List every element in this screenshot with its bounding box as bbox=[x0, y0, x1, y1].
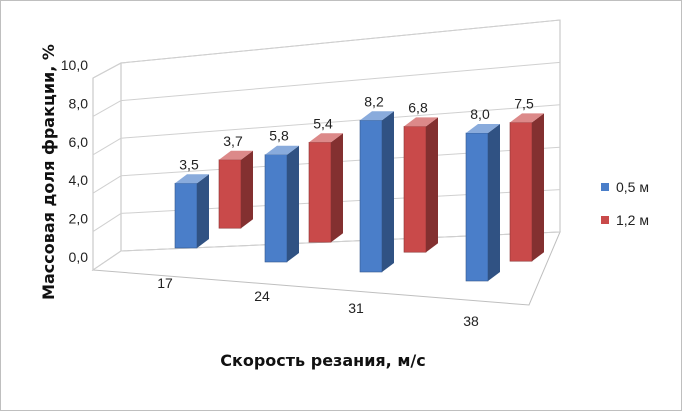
bar-series-1-front bbox=[359, 120, 383, 273]
y-tick-label: 2,0 bbox=[69, 211, 89, 227]
legend-swatch-series-2 bbox=[601, 216, 609, 224]
side-gridline bbox=[92, 250, 122, 271]
legend-label-series-2: 1,2 м bbox=[616, 212, 649, 228]
bar-series-2-top bbox=[404, 117, 438, 127]
bar-series-2-side bbox=[241, 150, 253, 229]
side-gridline bbox=[92, 137, 122, 156]
bar-series-2-top bbox=[510, 113, 544, 123]
y-tick-label: 0,0 bbox=[69, 249, 89, 265]
bar-series-2-side bbox=[426, 117, 438, 253]
gridline bbox=[120, 61, 561, 102]
bar-series-1-side bbox=[488, 124, 500, 281]
side-gridline bbox=[92, 100, 122, 117]
x-axis-label: Скорость резания, м/с bbox=[220, 351, 425, 370]
data-label: 8,0 bbox=[470, 106, 490, 122]
y-tick-label: 6,0 bbox=[69, 134, 89, 150]
gridline bbox=[120, 104, 561, 139]
x-tick-label: 24 bbox=[254, 288, 270, 304]
bar-series-2-top bbox=[219, 150, 253, 160]
bar-series-2-front bbox=[308, 142, 332, 243]
bar-series-2-side bbox=[331, 133, 343, 243]
data-label: 3,7 bbox=[223, 133, 243, 149]
bar-series-1-top bbox=[466, 124, 500, 133]
bar-series-1-top bbox=[360, 111, 394, 121]
bar-series-2-side bbox=[532, 113, 544, 262]
bars: 3,7 5,4 6,8 7,5 3,5 5,8 8,2 8,0 bbox=[174, 93, 544, 282]
x-tick-label: 17 bbox=[157, 275, 173, 291]
bar-series-2-front bbox=[509, 122, 533, 262]
side-wall bbox=[92, 62, 122, 271]
side-gridline bbox=[92, 175, 122, 194]
bar-series-2-top bbox=[309, 133, 343, 143]
y-axis-label: Массовая доля фракции, % bbox=[39, 44, 58, 300]
data-label: 8,2 bbox=[364, 93, 384, 109]
gridline bbox=[120, 19, 561, 64]
bar-series-2-front bbox=[403, 126, 427, 253]
bar-series-1-front bbox=[465, 132, 489, 282]
bar-series-2-front bbox=[218, 159, 242, 229]
bar-series-1-side bbox=[287, 145, 299, 262]
y-tick-label: 8,0 bbox=[69, 95, 89, 111]
y-axis-ticks: 0,0 2,0 4,0 6,0 8,0 10,0 bbox=[61, 57, 88, 265]
side-gridline bbox=[92, 62, 122, 79]
bar-series-1-top bbox=[265, 145, 299, 155]
y-tick-label: 10,0 bbox=[61, 57, 88, 73]
data-label: 7,5 bbox=[514, 95, 534, 111]
data-label: 5,8 bbox=[269, 128, 289, 144]
x-axis-ticks: 17 24 31 38 bbox=[157, 275, 479, 329]
legend-swatch-series-1 bbox=[601, 183, 609, 191]
x-tick-label: 31 bbox=[348, 300, 364, 316]
y-tick-label: 4,0 bbox=[69, 172, 89, 188]
bar-series-1-side bbox=[382, 111, 394, 272]
bar-series-1-top bbox=[175, 174, 209, 184]
data-label: 5,4 bbox=[313, 115, 333, 131]
legend: 0,5 м 1,2 м bbox=[601, 179, 649, 228]
legend-label-series-1: 0,5 м bbox=[616, 179, 649, 195]
data-label: 6,8 bbox=[408, 99, 428, 115]
data-label: 3,5 bbox=[179, 156, 199, 172]
x-tick-label: 38 bbox=[463, 313, 479, 329]
bar-series-1-front bbox=[174, 182, 198, 249]
bar-series-1-side bbox=[197, 174, 209, 248]
bar-series-1-front bbox=[264, 154, 288, 263]
side-gridline bbox=[92, 212, 122, 233]
